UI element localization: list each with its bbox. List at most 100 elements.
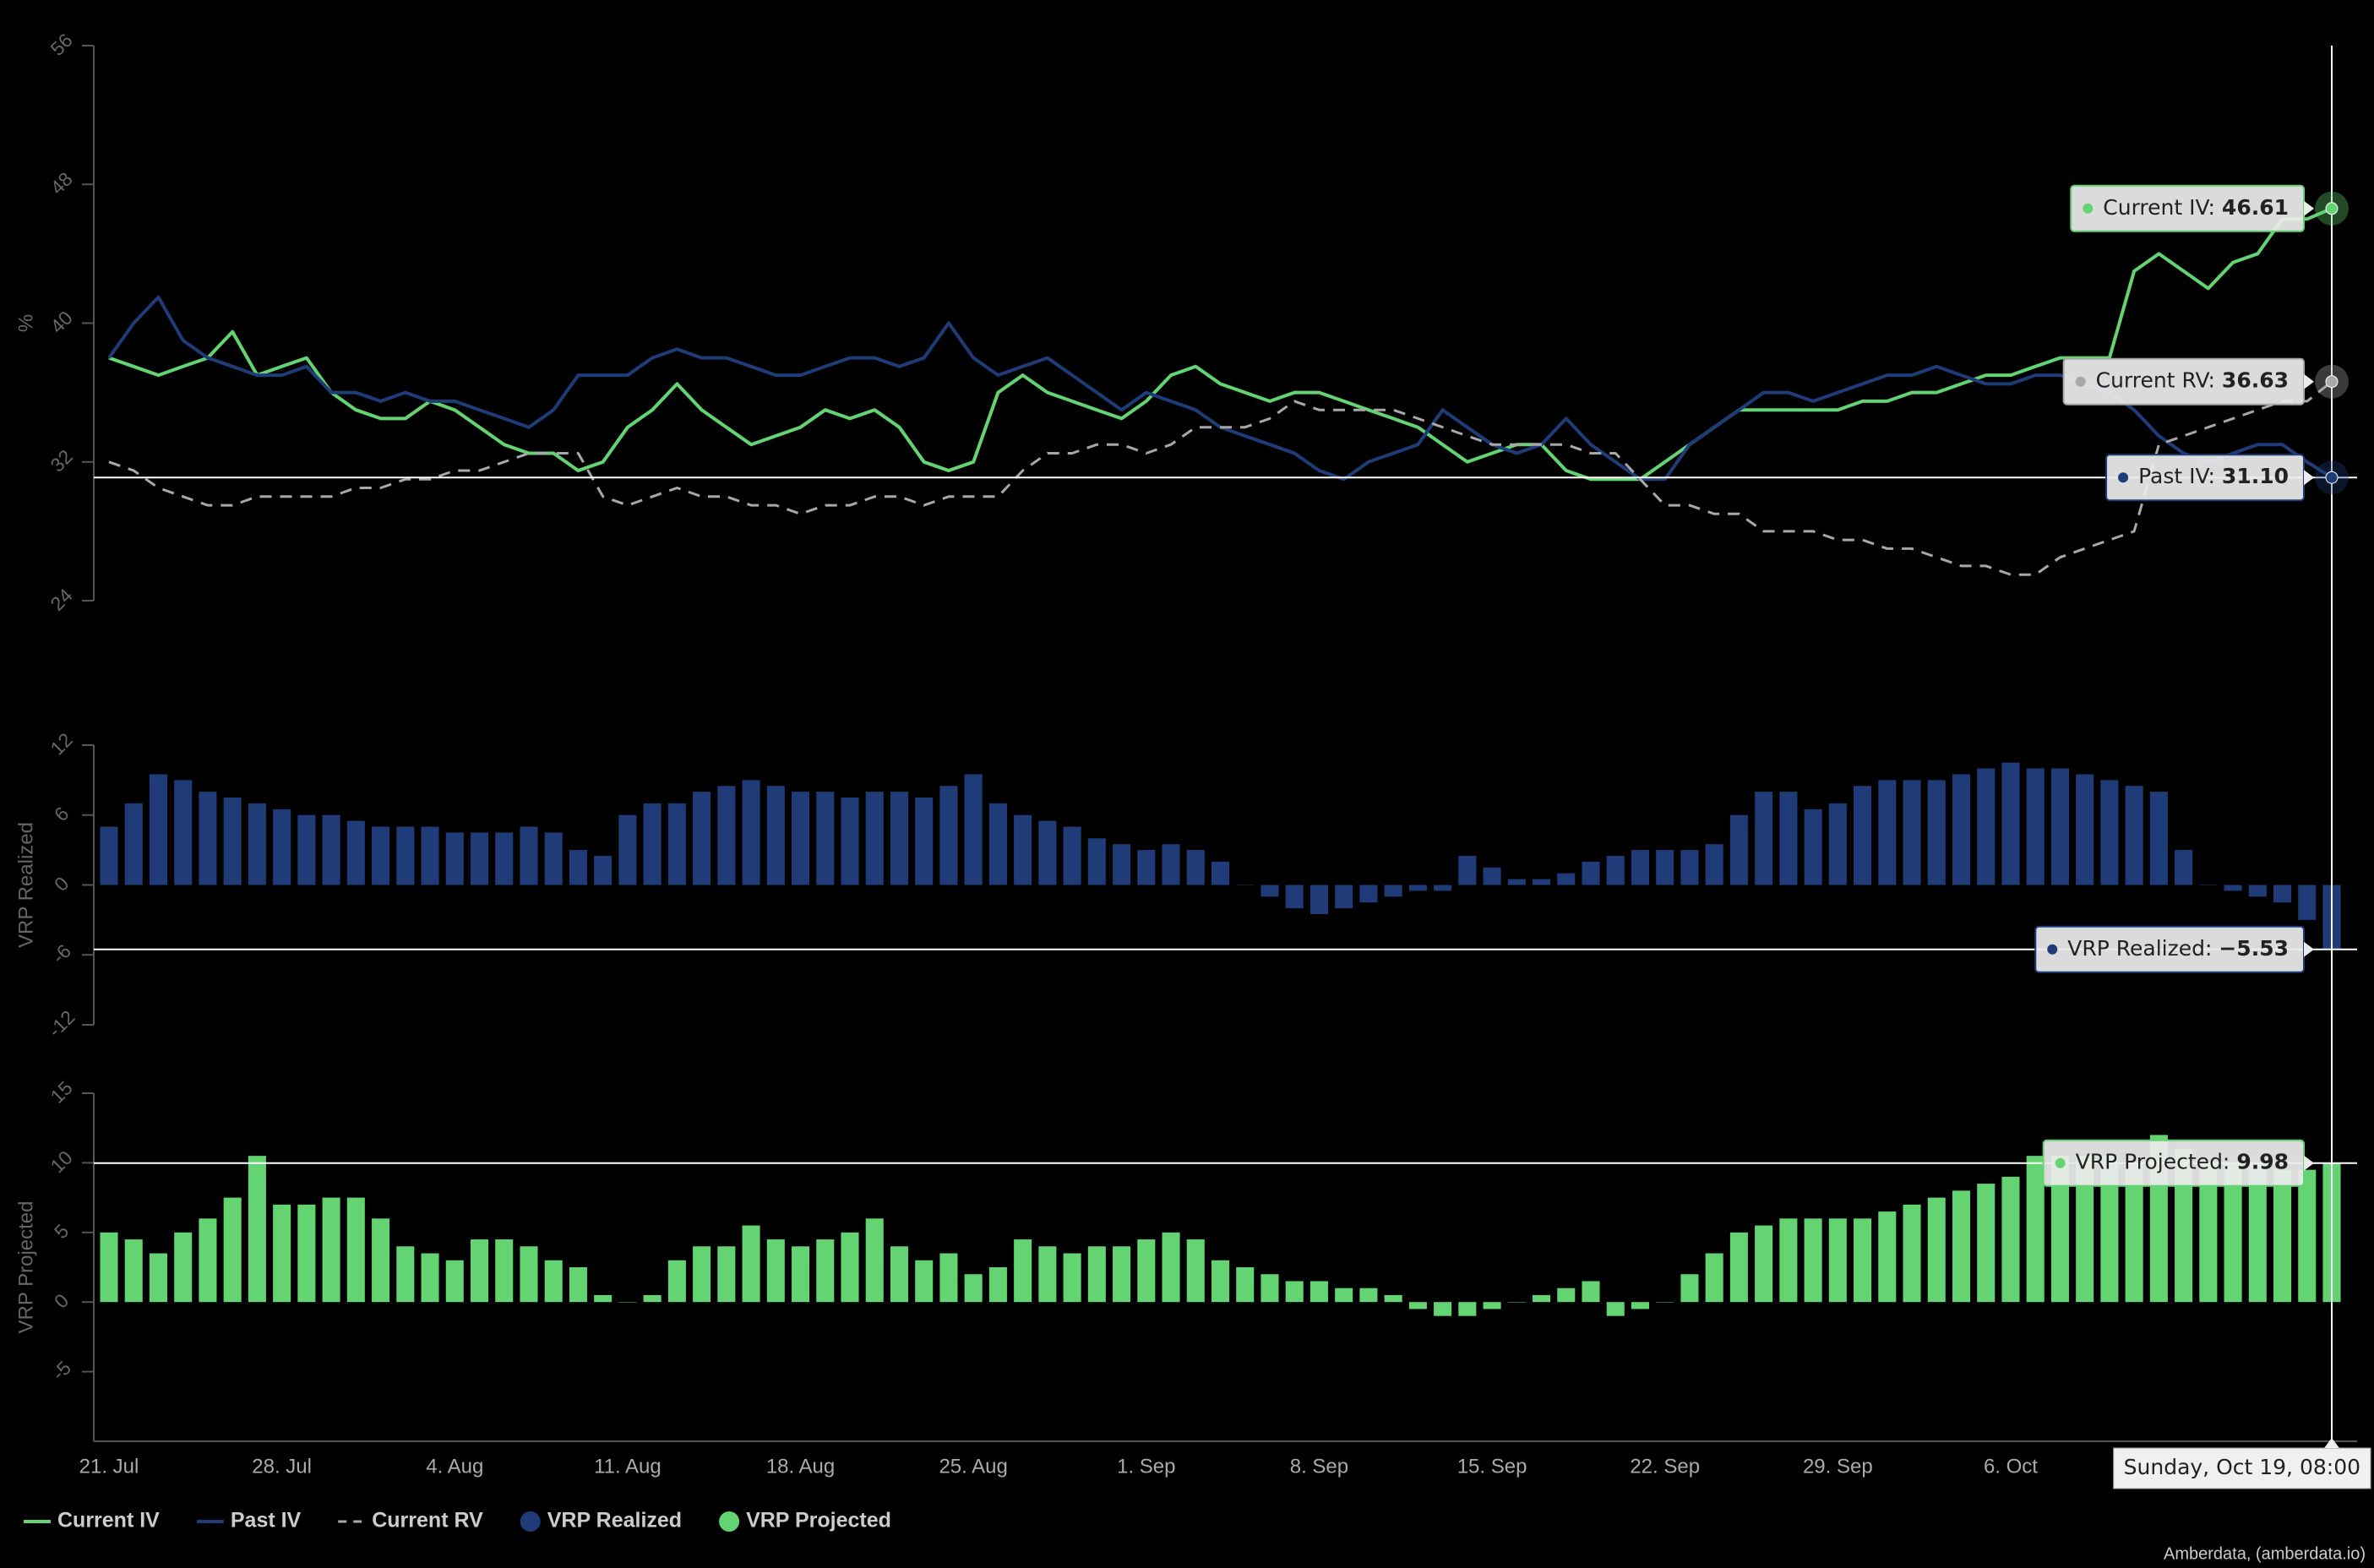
x-tooltip-text: Sunday, Oct 19, 08:00 <box>2124 1455 2360 1479</box>
legend-label[interactable]: Current RV <box>372 1509 483 1533</box>
tooltip-value: −5.53 <box>2219 936 2289 961</box>
bar <box>1557 873 1576 885</box>
bar <box>322 1197 340 1303</box>
bar <box>1458 1302 1477 1316</box>
bar <box>594 1294 613 1303</box>
bar <box>865 1218 884 1303</box>
x-tick-label: 22. Sep <box>1630 1455 1700 1478</box>
legend-label[interactable]: VRP Projected <box>746 1509 891 1533</box>
bar <box>1087 1246 1106 1303</box>
bar <box>2149 792 2168 885</box>
bar <box>2026 1156 2045 1303</box>
bar <box>1458 856 1477 885</box>
bar <box>1211 861 1230 885</box>
x-tooltip-box <box>2113 1447 2371 1489</box>
bar <box>1261 1274 1279 1303</box>
bar <box>693 1246 711 1303</box>
credit: Amberdata, (amberdata.io) <box>2164 1544 2366 1563</box>
bar <box>1038 820 1057 885</box>
bar <box>667 803 686 885</box>
hover-point <box>2325 471 2339 484</box>
tooltip-text: Current IV: 46.61 <box>2103 195 2289 220</box>
bar <box>1903 1204 1921 1303</box>
tooltip-value: 9.98 <box>2236 1150 2289 1174</box>
bar <box>1335 1288 1353 1303</box>
bar <box>1755 792 1773 885</box>
series-line <box>108 380 2333 576</box>
bar <box>816 792 835 885</box>
y-axis-title: % <box>14 314 37 332</box>
bar <box>2050 768 2069 885</box>
bar <box>1804 808 1822 885</box>
bar <box>766 786 785 885</box>
bar <box>618 1302 637 1303</box>
legend: Current IV Past IV Current RV VRP Realized V… <box>24 1509 891 1533</box>
bar <box>2298 1169 2317 1303</box>
bar <box>1705 844 1723 885</box>
x-tick-label: 8. Sep <box>1290 1455 1348 1478</box>
tooltip-text: Current RV: 36.63 <box>2096 368 2289 393</box>
bar <box>124 1239 143 1303</box>
bar <box>1779 792 1798 885</box>
bar <box>939 786 958 885</box>
bar <box>470 1239 489 1303</box>
bar <box>2001 1176 2020 1303</box>
bar <box>594 856 613 885</box>
bar <box>2125 786 2143 885</box>
bar <box>2273 885 2292 903</box>
bar <box>2100 1156 2119 1303</box>
hover-point <box>2325 202 2339 215</box>
bar <box>988 803 1007 885</box>
marks <box>100 206 2341 1316</box>
bar <box>717 786 736 885</box>
bar <box>792 1246 810 1303</box>
bar <box>1755 1225 1773 1303</box>
tooltips: Current IV: 46.61 Past IV: 31.10 Current R… <box>2034 184 2371 1489</box>
bar <box>1359 1288 1378 1303</box>
bar <box>1236 885 1254 886</box>
bar <box>1162 1232 1180 1303</box>
bar <box>1211 1260 1230 1303</box>
tooltip-value: 46.61 <box>2222 195 2289 220</box>
bar <box>1384 1294 1402 1303</box>
x-tick-label: 21. Jul <box>79 1455 139 1478</box>
bar <box>544 1260 563 1303</box>
bar <box>2224 1162 2242 1303</box>
bar <box>149 1253 167 1303</box>
bar <box>396 1246 415 1303</box>
bar <box>470 832 489 885</box>
bar <box>1014 1239 1032 1303</box>
legend-label[interactable]: VRP Realized <box>547 1509 682 1533</box>
bar <box>174 1232 193 1303</box>
legend-label[interactable]: Past IV <box>231 1509 302 1533</box>
bar <box>1408 1302 1427 1309</box>
bar <box>1162 844 1180 885</box>
bar <box>396 826 415 885</box>
bar <box>1186 850 1205 885</box>
bar <box>1408 885 1427 891</box>
bar <box>100 1232 118 1303</box>
tooltip-pointer <box>2304 373 2314 389</box>
bar <box>1977 1184 1996 1303</box>
bar <box>1533 1294 1551 1303</box>
bar <box>1434 1302 1452 1316</box>
tooltip-dot <box>2118 472 2129 483</box>
bar <box>1878 780 1897 885</box>
bar <box>792 792 810 885</box>
tooltip-pointer <box>2304 1155 2314 1171</box>
bar <box>346 820 365 885</box>
bar <box>1186 1239 1205 1303</box>
bar <box>865 792 884 885</box>
tooltip-label: VRP Realized: <box>2067 936 2212 961</box>
bar <box>1631 850 1649 885</box>
bar <box>1680 850 1699 885</box>
tooltip: Current RV: 36.63 <box>2062 357 2314 406</box>
legend-label[interactable]: Current IV <box>57 1509 160 1533</box>
y-axis-title: VRP Projected <box>14 1201 37 1334</box>
tooltip-label: Past IV: <box>2138 464 2215 488</box>
bar <box>1656 850 1674 885</box>
bar <box>890 1246 908 1303</box>
x-tick-label: 18. Aug <box>766 1455 835 1478</box>
bar <box>1582 861 1600 885</box>
bar <box>2199 885 2217 886</box>
